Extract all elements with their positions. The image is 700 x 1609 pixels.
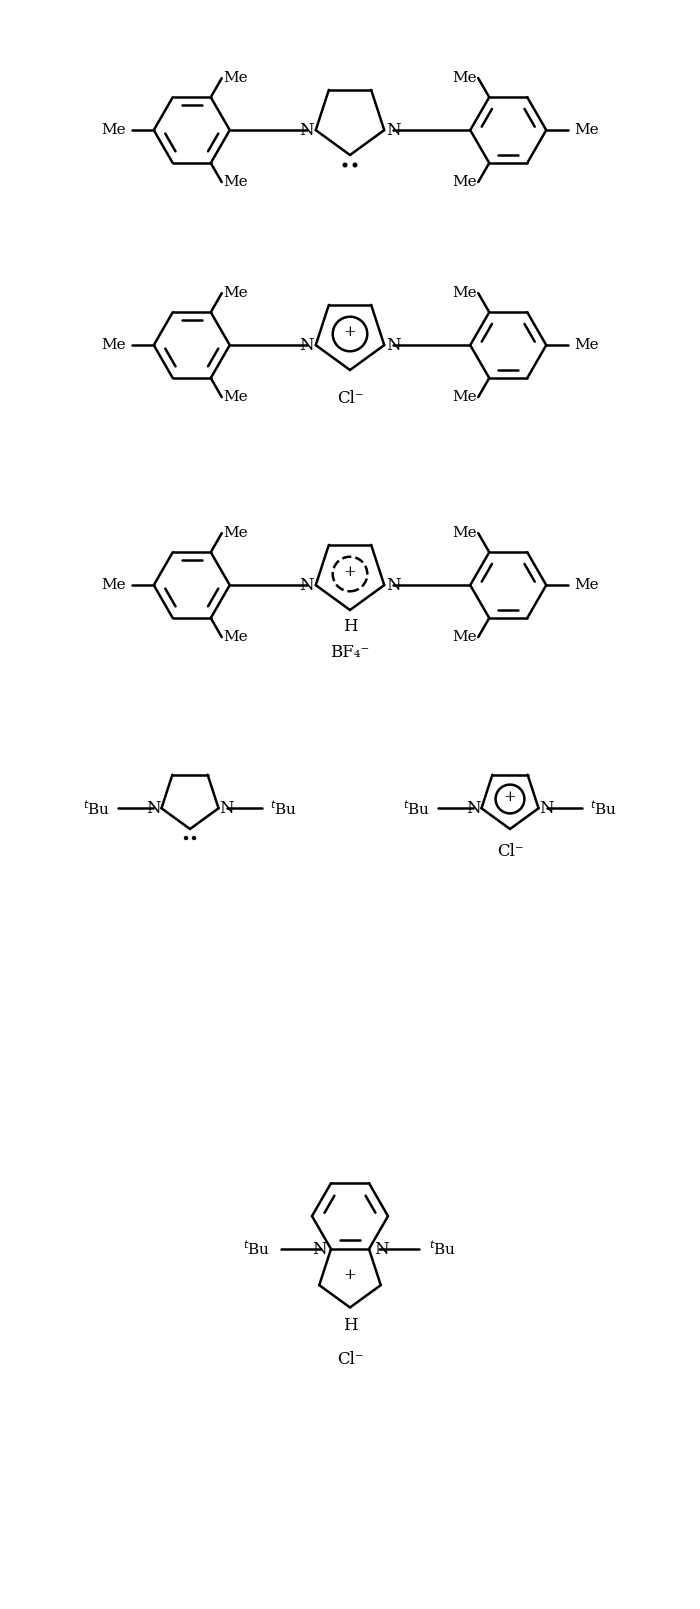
- Text: N: N: [386, 336, 400, 354]
- Text: N: N: [300, 336, 314, 354]
- Text: N: N: [300, 122, 314, 138]
- Text: Me: Me: [102, 338, 126, 352]
- Text: Me: Me: [452, 175, 477, 190]
- Text: N: N: [386, 576, 400, 594]
- Text: $^t$Bu: $^t$Bu: [83, 800, 110, 817]
- Text: N: N: [539, 800, 554, 817]
- Text: Me: Me: [452, 389, 477, 404]
- Text: Me: Me: [102, 124, 126, 137]
- Text: N: N: [374, 1241, 388, 1258]
- Circle shape: [343, 163, 346, 167]
- Text: Me: Me: [574, 338, 598, 352]
- Text: N: N: [146, 800, 161, 817]
- Text: Me: Me: [223, 71, 248, 85]
- Text: N: N: [466, 800, 481, 817]
- Text: Me: Me: [102, 578, 126, 592]
- Circle shape: [185, 837, 188, 840]
- Text: Cl⁻: Cl⁻: [497, 843, 524, 859]
- Text: +: +: [344, 1268, 356, 1282]
- Text: $^t$Bu: $^t$Bu: [270, 800, 298, 817]
- Circle shape: [193, 837, 195, 840]
- Text: $^t$Bu: $^t$Bu: [402, 800, 430, 817]
- Text: N: N: [300, 576, 314, 594]
- Text: Me: Me: [574, 124, 598, 137]
- Text: Me: Me: [452, 71, 477, 85]
- Text: Cl⁻: Cl⁻: [337, 389, 363, 407]
- Text: Me: Me: [223, 286, 248, 301]
- Text: $^t$Bu: $^t$Bu: [429, 1239, 456, 1258]
- Text: +: +: [344, 325, 356, 339]
- Text: Me: Me: [223, 389, 248, 404]
- Text: Cl⁻: Cl⁻: [337, 1352, 363, 1368]
- Text: BF₄⁻: BF₄⁻: [330, 644, 370, 661]
- Text: Me: Me: [223, 526, 248, 541]
- Text: N: N: [219, 800, 234, 817]
- Text: H: H: [343, 618, 357, 634]
- Text: Me: Me: [223, 175, 248, 190]
- Text: $^t$Bu: $^t$Bu: [590, 800, 617, 817]
- Text: $^t$Bu: $^t$Bu: [244, 1239, 271, 1258]
- Text: N: N: [386, 122, 400, 138]
- Text: Me: Me: [452, 526, 477, 541]
- Text: +: +: [344, 565, 356, 579]
- Text: N: N: [312, 1241, 326, 1258]
- Text: Me: Me: [574, 578, 598, 592]
- Text: Me: Me: [223, 631, 248, 644]
- Circle shape: [354, 163, 357, 167]
- Text: +: +: [503, 790, 517, 804]
- Text: Me: Me: [452, 631, 477, 644]
- Text: Me: Me: [452, 286, 477, 301]
- Text: H: H: [343, 1318, 357, 1334]
